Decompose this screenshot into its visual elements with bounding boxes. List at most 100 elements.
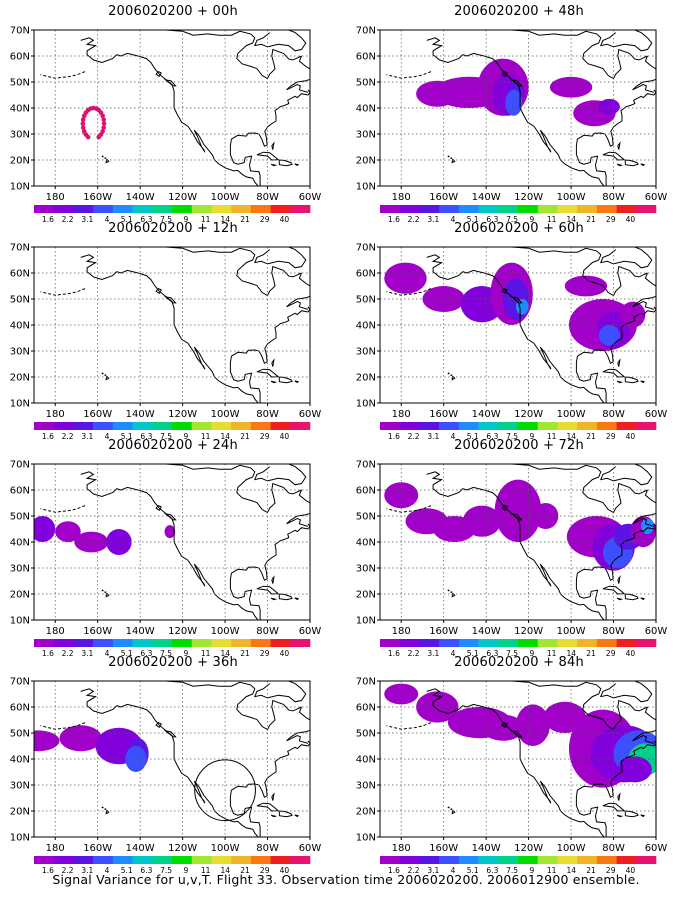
coastline xyxy=(286,55,310,93)
colorbar-label: 2.2 xyxy=(408,215,420,224)
colorbar-label: 4 xyxy=(105,215,110,224)
island-outline xyxy=(294,814,300,818)
coastline xyxy=(80,37,259,186)
colorbar-label: 11 xyxy=(201,649,211,658)
latitude-label: 20N xyxy=(356,807,376,818)
island-outline xyxy=(509,79,523,87)
colorbar-label: 40 xyxy=(626,432,636,441)
latitude-label: 60N xyxy=(10,269,30,280)
colorbar-swatch xyxy=(636,639,657,647)
colorbar-label: 29 xyxy=(606,649,616,658)
latitude-label: 30N xyxy=(356,564,376,575)
aleutian-islands xyxy=(386,505,432,513)
longitude-label: 60W xyxy=(299,843,322,854)
latitude-label: 10N xyxy=(356,182,376,193)
longitude-label: 120W xyxy=(168,192,197,203)
aleutian-islands xyxy=(386,288,432,296)
map-panel: 70N 60N 50N 40N 30N 20N 10N 180 160W 140W 120W 100W… xyxy=(10,460,322,638)
colorbar-swatch xyxy=(270,856,291,864)
island-outline xyxy=(501,504,508,511)
variance-contour xyxy=(34,730,60,752)
coastline xyxy=(632,489,656,527)
longitude-label: 100W xyxy=(557,192,586,203)
longitude-label: 100W xyxy=(557,843,586,854)
colorbar-swatch xyxy=(211,422,232,430)
colorbar-label: 4 xyxy=(451,215,456,224)
island-outline xyxy=(294,597,300,601)
colorbar-swatch xyxy=(380,856,401,864)
colorbar-swatch xyxy=(250,422,271,430)
colorbar-label: 4 xyxy=(105,649,110,658)
observation-point xyxy=(96,134,102,140)
latitude-label: 60N xyxy=(356,486,376,497)
colorbar-label: 3.1 xyxy=(427,649,439,658)
longitude-label: 160W xyxy=(429,843,458,854)
latitude-label: 50N xyxy=(10,512,30,523)
island-outline xyxy=(163,79,177,87)
coastline xyxy=(632,272,656,310)
latitude-label: 60N xyxy=(10,486,30,497)
panel-title: 2006020200 + 84h xyxy=(454,655,584,670)
latitude-label: 20N xyxy=(10,807,30,818)
coastline xyxy=(575,740,656,837)
colorbar-swatch xyxy=(53,205,74,213)
variance-contour xyxy=(494,479,542,542)
latitude-label: 30N xyxy=(356,347,376,358)
colorbar-label: 6.3 xyxy=(140,215,152,224)
island-outline xyxy=(270,163,278,167)
island-outline xyxy=(617,792,621,801)
colorbar-label: 21 xyxy=(586,866,596,875)
island-outline xyxy=(509,730,523,738)
latitude-label: 20N xyxy=(356,590,376,601)
aleutian-islands xyxy=(40,288,86,296)
longitude-label: 60W xyxy=(299,192,322,203)
colorbar-label: 40 xyxy=(626,649,636,658)
colorbar-swatch xyxy=(458,639,479,647)
colorbar-label: 11 xyxy=(547,866,557,875)
colorbar-label: 21 xyxy=(586,432,596,441)
island-outline xyxy=(447,806,450,809)
colorbar-label: 9 xyxy=(530,649,535,658)
colorbar-swatch xyxy=(34,639,55,647)
island-outline xyxy=(101,589,104,592)
variance-contour xyxy=(532,503,559,529)
colorbar-label: 1.6 xyxy=(388,649,400,658)
longitude-label: 180 xyxy=(46,409,65,420)
island-outline xyxy=(294,163,300,167)
longitude-label: 160W xyxy=(83,192,112,203)
coastline xyxy=(253,30,307,52)
island-outline xyxy=(451,810,456,815)
longitude-label: 120W xyxy=(168,626,197,637)
colorbar-label: 11 xyxy=(547,215,557,224)
colorbar-swatch xyxy=(439,205,460,213)
colorbar-swatch xyxy=(290,422,311,430)
island-outline xyxy=(101,372,104,375)
colorbar-label: 40 xyxy=(280,649,290,658)
variance-contour xyxy=(55,521,81,542)
island-outline xyxy=(640,163,646,167)
colorbar-label: 21 xyxy=(240,649,250,658)
longitude-label: 180 xyxy=(46,626,65,637)
colorbar-label: 5.1 xyxy=(121,432,133,441)
coastline xyxy=(229,740,310,837)
forecast-panel: 2006020200 + 36h 70N 60N 50N 40N 30N 20N 10N 180… xyxy=(0,651,346,875)
colorbar-swatch xyxy=(211,639,232,647)
island-outline xyxy=(278,810,293,818)
colorbar-swatch xyxy=(518,422,539,430)
island-outline xyxy=(451,593,456,598)
colorbar-label: 29 xyxy=(606,866,616,875)
colorbar-swatch xyxy=(290,205,311,213)
colorbar-label: 6.3 xyxy=(140,649,152,658)
colorbar-swatch xyxy=(93,856,114,864)
colorbar-swatch xyxy=(478,639,499,647)
latitude-label: 10N xyxy=(10,833,30,844)
colorbar-swatch xyxy=(112,639,133,647)
colorbar-swatch xyxy=(53,856,74,864)
longitude-label: 160W xyxy=(83,409,112,420)
latitude-label: 70N xyxy=(356,243,376,254)
colorbar-swatch xyxy=(419,639,440,647)
colorbar: 1.6 2.2 3.1 4 5.1 6.3 7.5 9 11 14 21 29 40 xyxy=(34,639,311,658)
colorbar-label: 21 xyxy=(240,215,250,224)
latitude-label: 30N xyxy=(356,781,376,792)
coastline xyxy=(253,464,307,486)
